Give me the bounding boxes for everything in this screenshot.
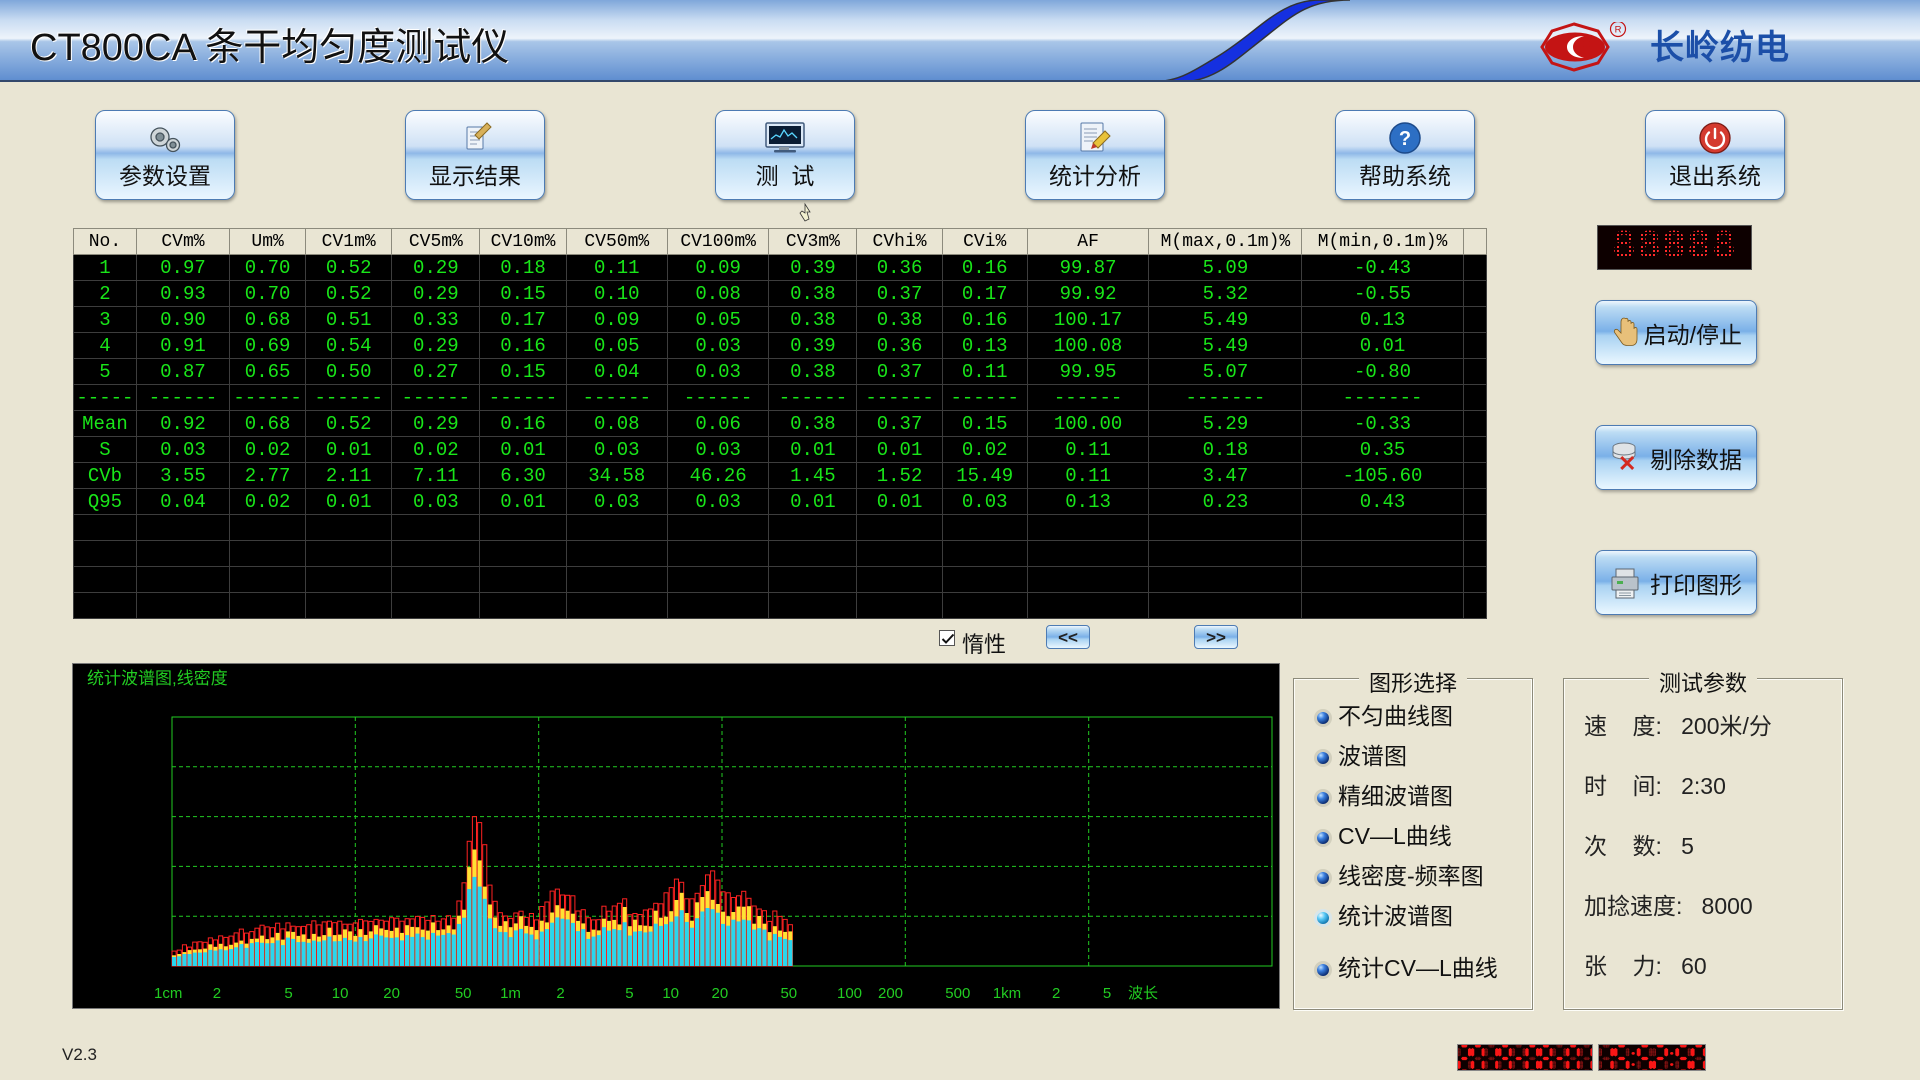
svg-text:波长: 波长 <box>1128 985 1158 1002</box>
svg-text:100: 100 <box>837 985 862 1002</box>
svg-text:5: 5 <box>625 985 633 1002</box>
svg-text:2: 2 <box>213 985 221 1002</box>
svg-text:50: 50 <box>455 985 472 1002</box>
svg-text:R: R <box>1615 25 1622 36</box>
svg-text:2: 2 <box>556 985 564 1002</box>
svg-text:1m: 1m <box>500 985 521 1002</box>
svg-text:1cm: 1cm <box>154 985 182 1002</box>
svg-text:统计波谱图,线密度: 统计波谱图,线密度 <box>87 669 228 688</box>
svg-text:5: 5 <box>284 985 292 1002</box>
svg-text:200: 200 <box>878 985 903 1002</box>
svg-text:2: 2 <box>1052 985 1060 1002</box>
svg-text:1km: 1km <box>993 985 1021 1002</box>
svg-text:500: 500 <box>945 985 970 1002</box>
svg-text:20: 20 <box>712 985 729 1002</box>
svg-text:?: ? <box>1399 128 1411 150</box>
svg-text:10: 10 <box>662 985 679 1002</box>
svg-text:✕: ✕ <box>1618 451 1636 475</box>
svg-text:5: 5 <box>1103 985 1111 1002</box>
svg-text:10: 10 <box>332 985 349 1002</box>
svg-text:50: 50 <box>780 985 797 1002</box>
svg-text:20: 20 <box>383 985 400 1002</box>
